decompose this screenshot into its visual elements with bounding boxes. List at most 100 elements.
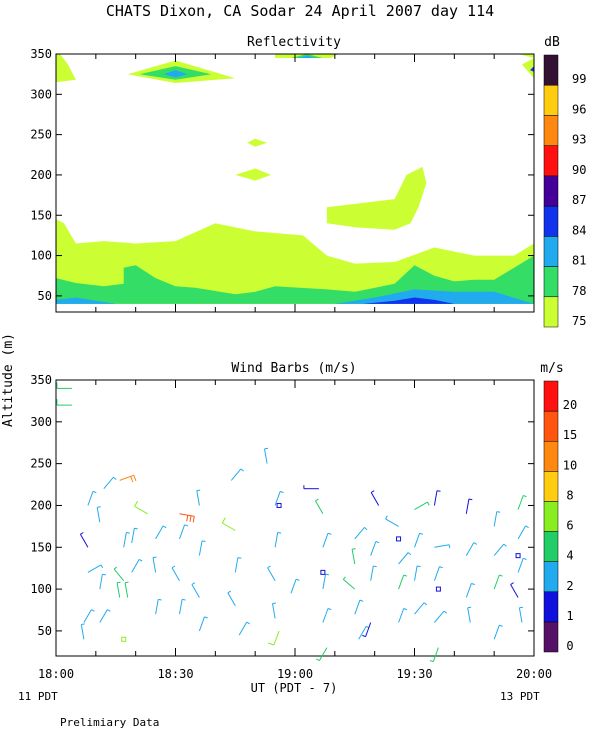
reflectivity-contours xyxy=(56,54,534,304)
reflectivity-y-ticks: 50 100 150 200 250 300 350 xyxy=(30,47,534,303)
wind-barb-flag-18-0 xyxy=(134,500,139,507)
wind-barb-staff-2 xyxy=(87,491,94,506)
wind-barb-staff-3 xyxy=(79,534,89,548)
wind-barb-staff-76 xyxy=(493,574,500,590)
wind-x-tick-label-3: 19:30 xyxy=(396,667,432,681)
wind-barb-39 xyxy=(272,602,276,619)
wind-barb-staff-36 xyxy=(274,491,281,506)
wind-barb-staff-71 xyxy=(465,542,475,556)
wind-barb-flag-59-0 xyxy=(403,574,408,577)
wind-barb-12 xyxy=(123,532,130,548)
wind-barb-staff-7 xyxy=(103,476,114,490)
wind-barb-staff-68 xyxy=(434,610,445,623)
wind-barb-staff-5 xyxy=(83,609,92,623)
wind-barb-staff-62 xyxy=(414,533,421,548)
wind-barb-staff-4 xyxy=(87,564,102,573)
wind-barb-flag-75-0 xyxy=(503,543,507,547)
wind-barb-staff-18 xyxy=(134,505,148,515)
colorbar-swatch-93 xyxy=(543,115,559,146)
contour-region-75-4 xyxy=(518,54,534,79)
wind-barb-staff-13 xyxy=(113,568,125,582)
calm-marker-1 xyxy=(276,502,282,508)
wind-barb-staff-61 xyxy=(414,501,428,511)
wind-barb-26 xyxy=(196,489,201,506)
wind-colorbar: 0 1 2 4 6 8 10 15 20 xyxy=(543,380,577,653)
wind-barb-flag-57-0 xyxy=(385,515,388,520)
wind-barb-flag-58-0 xyxy=(407,552,412,556)
wind-barb-staff-45 xyxy=(322,574,326,590)
wind-barb-staff-29 xyxy=(198,616,205,632)
wind-barb-30 xyxy=(230,468,244,481)
contour-region-75-7 xyxy=(235,168,272,181)
wind-barb-staff-56 xyxy=(365,622,372,637)
wind-y-tick-label-250: 250 xyxy=(30,457,52,471)
y-tick-label-200: 200 xyxy=(30,168,52,182)
wind-colorbar-label-2: 2 xyxy=(566,579,573,593)
wind-barb-20 xyxy=(152,556,157,573)
wind-barb-flag-80-0 xyxy=(523,557,527,560)
wind-barb-flag-24-0 xyxy=(171,565,176,569)
wind-barb-70 xyxy=(465,498,473,514)
wind-barb-0 xyxy=(56,382,72,389)
wind-y-tick-label-50: 50 xyxy=(38,624,52,638)
wind-barb-13 xyxy=(113,566,125,582)
wind-barb-flag-4-0 xyxy=(100,564,104,569)
wind-y-ticks: 50 100 150 200 250 300 350 xyxy=(30,373,534,638)
wind-barb-flag-16-0 xyxy=(138,558,143,562)
wind-barb-43 xyxy=(314,498,324,515)
contour-region-81-14 xyxy=(299,55,315,58)
wind-barb-48 xyxy=(354,527,368,540)
wind-barb-28 xyxy=(191,582,200,598)
wind-barb-flag-15-0 xyxy=(134,527,138,530)
wind-barb-45 xyxy=(322,573,329,590)
x-end-label: 13 PDT xyxy=(500,690,540,703)
wind-barb-staff-52 xyxy=(358,626,367,640)
wind-barb-flag-13-0 xyxy=(113,566,118,570)
wind-barb-staff-64 xyxy=(414,602,425,615)
wind-barb-flag-26-0 xyxy=(196,489,201,492)
wind-barb-flag-45-0 xyxy=(325,573,329,576)
wind-barb-56 xyxy=(362,622,372,638)
wind-barb-1 xyxy=(56,399,72,406)
y-axis-label: Altitude (m) xyxy=(1,333,16,427)
wind-barb-flag-22-1 xyxy=(189,515,192,522)
colorbar-label-75: 75 xyxy=(572,314,586,328)
wind-barb-55 xyxy=(370,565,377,581)
y-tick-label-150: 150 xyxy=(30,208,52,222)
wind-barb-flag-31-0 xyxy=(221,517,226,524)
wind-barb-flag-47-0 xyxy=(316,658,320,662)
contour-region-81-12 xyxy=(334,289,534,304)
wind-barb-82 xyxy=(518,606,523,623)
wind-colorbar-swatch-8 xyxy=(543,471,559,502)
wind-barb-staff-46 xyxy=(322,608,329,623)
wind-barb-11 xyxy=(119,474,137,483)
wind-barb-staff-51 xyxy=(354,599,361,615)
wind-x-tick-label-4: 20:00 xyxy=(516,667,552,681)
wind-barb-7 xyxy=(103,476,117,490)
wind-barb-35 xyxy=(264,447,269,464)
wind-barb-67 xyxy=(433,566,443,581)
wind-barb-flag-27-0 xyxy=(201,540,206,542)
wind-barb-flag-81-0 xyxy=(510,582,514,585)
wind-colorbar-swatch-0 xyxy=(543,621,559,653)
wind-barb-staff-59 xyxy=(398,574,405,590)
wind-colorbar-label-1: 1 xyxy=(566,609,573,623)
colorbar-swatch-75 xyxy=(543,296,559,328)
wind-barb-64 xyxy=(414,602,428,615)
wind-barb-16 xyxy=(131,558,143,573)
wind-barb-31 xyxy=(221,517,236,531)
wind-barb-flag-64-0 xyxy=(423,602,428,606)
wind-barb-flag-30-0 xyxy=(240,468,244,472)
wind-colorbar-label-8: 8 xyxy=(566,488,573,502)
wind-barb-flag-3-0 xyxy=(80,532,84,535)
wind-colorbar-swatch-2 xyxy=(543,561,559,593)
wind-barb-staff-67 xyxy=(433,566,440,581)
wind-barb-75 xyxy=(493,543,507,556)
wind-barb-flag-77-0 xyxy=(499,624,503,627)
wind-barb-flag-2-0 xyxy=(92,490,97,494)
wind-barb-flag-8-0 xyxy=(97,506,101,508)
wind-colorbar-swatch-4 xyxy=(543,531,559,562)
wind-barb-flag-40-0 xyxy=(268,642,275,646)
wind-barb-staff-34 xyxy=(238,621,248,636)
wind-barb-80 xyxy=(517,557,527,573)
